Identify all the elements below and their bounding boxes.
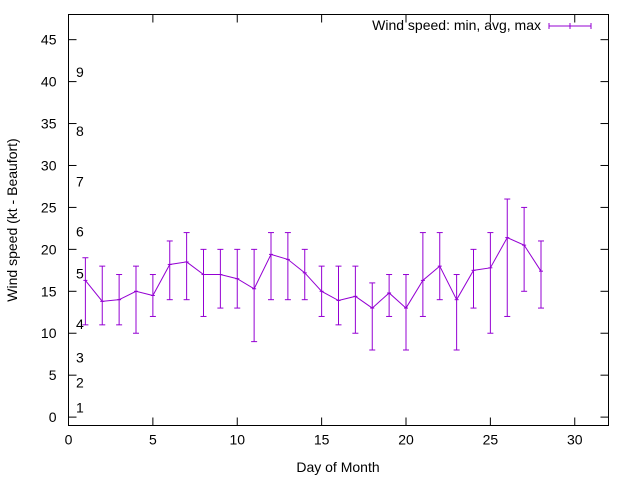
- beaufort-label: 9: [76, 64, 84, 80]
- y-tick-label: 25: [41, 199, 57, 215]
- beaufort-label: 5: [76, 266, 84, 282]
- x-tick-label: 20: [398, 432, 414, 448]
- beaufort-scale: 1 2 3 4 5 6 7 8 9: [76, 64, 84, 416]
- y-tick-label: 0: [49, 409, 57, 425]
- y-tick-label: 40: [41, 74, 57, 90]
- series-line: [84, 236, 542, 309]
- beaufort-label: 8: [76, 123, 84, 139]
- legend-label: Wind speed: min, avg, max: [372, 17, 541, 33]
- legend: Wind speed: min, avg, max: [372, 17, 592, 33]
- y-axis-title: Wind speed (kt - Beaufort): [4, 138, 20, 301]
- legend-sample: [548, 23, 592, 29]
- x-tick-label: 25: [483, 432, 499, 448]
- beaufort-label: 4: [76, 316, 84, 332]
- plot-frame: [68, 14, 609, 426]
- x-tick-label: 10: [229, 432, 245, 448]
- data-series: [82, 198, 544, 351]
- y-tick-label: 10: [41, 325, 57, 341]
- x-axis-title: Day of Month: [296, 459, 379, 475]
- y-tick-label: 5: [49, 367, 57, 383]
- y-tick-label: 30: [41, 157, 57, 173]
- y-tick-label: 20: [41, 241, 57, 257]
- beaufort-label: 6: [76, 224, 84, 240]
- beaufort-label: 2: [76, 375, 84, 391]
- x-tick-label: 0: [65, 432, 73, 448]
- beaufort-label: 1: [76, 400, 84, 416]
- beaufort-label: 7: [76, 173, 84, 189]
- y-tick-label: 35: [41, 116, 57, 132]
- x-tick-label: 30: [567, 432, 583, 448]
- x-tick-label: 5: [149, 432, 157, 448]
- y-tick-label: 15: [41, 283, 57, 299]
- y-tick-label: 45: [41, 32, 57, 48]
- beaufort-label: 3: [76, 349, 84, 365]
- x-tick-label: 15: [314, 432, 330, 448]
